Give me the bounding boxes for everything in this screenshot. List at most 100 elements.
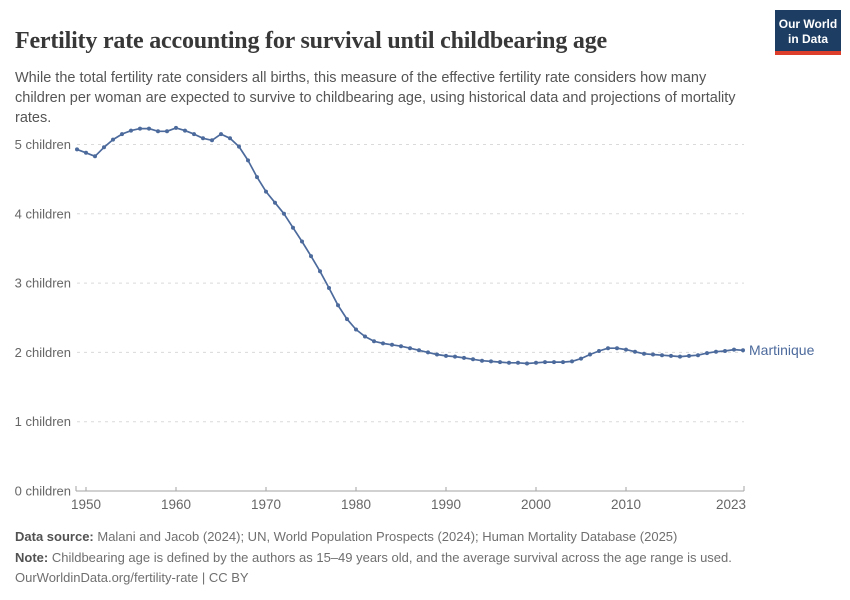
data-point[interactable] xyxy=(579,356,583,361)
owid-logo[interactable]: Our World in Data xyxy=(775,10,841,56)
data-point[interactable] xyxy=(741,348,745,353)
data-point[interactable] xyxy=(660,353,664,358)
data-point[interactable] xyxy=(435,352,439,357)
data-point[interactable] xyxy=(327,286,331,290)
data-point[interactable] xyxy=(309,254,313,259)
y-axis-tick-label: 3 children xyxy=(15,276,71,291)
data-point[interactable] xyxy=(588,352,592,357)
data-point[interactable] xyxy=(417,348,421,353)
data-point[interactable] xyxy=(192,132,196,137)
data-point[interactable] xyxy=(147,126,151,131)
chart-subtitle: While the total fertility rate considers… xyxy=(15,69,736,126)
data-point[interactable] xyxy=(678,354,682,359)
data-point[interactable] xyxy=(300,239,304,244)
data-point[interactable] xyxy=(408,346,412,351)
page-title: Fertility rate accounting for survival u… xyxy=(15,28,607,55)
data-point[interactable] xyxy=(93,154,97,159)
data-point[interactable] xyxy=(102,145,106,150)
data-point[interactable] xyxy=(624,347,628,352)
data-point[interactable] xyxy=(633,349,637,354)
data-point[interactable] xyxy=(489,359,493,364)
x-axis-tick-label: 1970 xyxy=(251,497,281,512)
data-point[interactable] xyxy=(282,211,286,216)
data-point[interactable] xyxy=(228,136,232,141)
data-point[interactable] xyxy=(453,354,457,359)
data-point[interactable] xyxy=(552,360,556,365)
data-point[interactable] xyxy=(687,353,691,358)
note-text: Childbearing age is defined by the autho… xyxy=(48,549,732,565)
data-point[interactable] xyxy=(318,269,322,274)
data-point[interactable] xyxy=(264,189,268,194)
data-point[interactable] xyxy=(732,347,736,352)
data-point[interactable] xyxy=(651,352,655,357)
data-point[interactable] xyxy=(498,360,502,365)
data-point[interactable] xyxy=(570,359,574,364)
data-point[interactable] xyxy=(372,339,376,344)
y-axis-tick-label: 5 children xyxy=(15,137,71,152)
data-point[interactable] xyxy=(219,132,223,137)
data-point[interactable] xyxy=(399,344,403,349)
data-point[interactable] xyxy=(444,353,448,358)
data-point[interactable] xyxy=(336,303,340,308)
data-point[interactable] xyxy=(354,327,358,332)
data-point[interactable] xyxy=(210,138,214,143)
data-point[interactable] xyxy=(273,200,277,205)
data-point[interactable] xyxy=(120,132,124,137)
owid-logo-line1: Our World xyxy=(778,17,838,31)
data-point[interactable] xyxy=(174,125,178,130)
data-point[interactable] xyxy=(255,175,259,180)
data-point[interactable] xyxy=(426,350,430,355)
data-point[interactable] xyxy=(84,150,88,155)
data-point[interactable] xyxy=(183,128,187,133)
data-point[interactable] xyxy=(237,144,241,149)
data-point[interactable] xyxy=(165,129,169,134)
data-point[interactable] xyxy=(363,334,367,339)
y-axis-tick-label: 4 children xyxy=(15,206,71,221)
x-axis-tick-label: 2000 xyxy=(521,497,551,512)
data-point[interactable] xyxy=(606,346,610,351)
data-point[interactable] xyxy=(561,360,565,365)
license-link[interactable]: OurWorldinData.org/fertility-rate | CC B… xyxy=(15,570,249,585)
data-point[interactable] xyxy=(723,349,727,353)
data-point[interactable] xyxy=(246,158,250,163)
data-point[interactable] xyxy=(381,341,385,346)
data-point[interactable] xyxy=(345,317,349,322)
data-source-label: Data source: xyxy=(15,529,94,544)
data-point[interactable] xyxy=(669,353,673,358)
data-point[interactable] xyxy=(525,361,529,366)
fertility-line-chart: 0 children 1 children 2 children 3 children… xyxy=(15,125,815,512)
x-axis-tick-label: 2010 xyxy=(611,497,641,512)
y-axis-tick-label: 0 children xyxy=(15,484,71,499)
data-point[interactable] xyxy=(705,351,709,356)
data-point[interactable] xyxy=(714,349,718,354)
data-point[interactable] xyxy=(291,225,295,230)
data-point[interactable] xyxy=(480,358,484,363)
data-point[interactable] xyxy=(75,147,79,152)
owid-logo-line2: in Data xyxy=(787,31,828,46)
data-point[interactable] xyxy=(543,360,547,365)
data-point[interactable] xyxy=(597,349,601,353)
y-axis-tick-label: 1 children xyxy=(15,414,71,429)
data-point[interactable] xyxy=(615,346,619,351)
data-point[interactable] xyxy=(534,360,538,365)
series-label-martinique[interactable]: Martinique xyxy=(749,342,815,358)
data-point[interactable] xyxy=(156,129,160,134)
data-point[interactable] xyxy=(201,136,205,141)
data-point[interactable] xyxy=(516,360,520,365)
data-source-line: Data source: Malani and Jacob (2024); UN… xyxy=(15,529,825,544)
data-point[interactable] xyxy=(507,360,511,365)
data-point[interactable] xyxy=(642,351,646,356)
y-axis-tick-label: 2 children xyxy=(15,345,71,360)
note-label: Note: xyxy=(15,549,49,565)
data-point[interactable] xyxy=(129,128,133,133)
data-point[interactable] xyxy=(696,353,700,358)
x-axis-tick-label: 1990 xyxy=(431,497,461,512)
data-point[interactable] xyxy=(462,355,466,360)
data-point[interactable] xyxy=(138,126,142,131)
x-axis-tick-label: 1950 xyxy=(71,497,101,512)
x-axis-tick-label: 1960 xyxy=(161,497,191,512)
data-point[interactable] xyxy=(390,342,394,347)
data-point[interactable] xyxy=(111,137,115,142)
trend-line[interactable] xyxy=(76,127,744,365)
data-point[interactable] xyxy=(471,357,475,362)
